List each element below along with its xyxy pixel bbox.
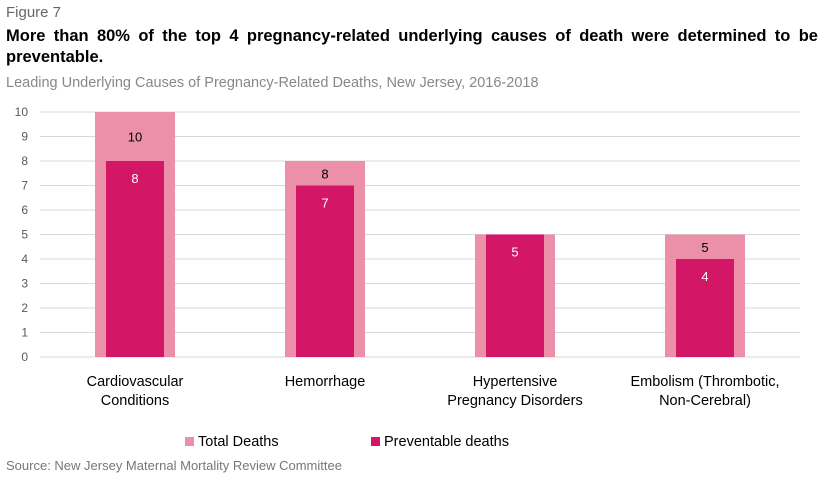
y-tick-label: 3 [21, 277, 28, 291]
data-label-preventable: 5 [511, 245, 518, 260]
y-tick-label: 0 [21, 350, 28, 364]
data-label-total: 5 [701, 240, 708, 255]
y-tick-label: 8 [21, 154, 28, 168]
y-tick-label: 10 [15, 105, 29, 119]
x-category-label: Hemorrhage [285, 374, 366, 390]
y-tick-label: 5 [21, 228, 28, 242]
bar-preventable [296, 185, 354, 357]
data-label-total: 8 [321, 166, 328, 181]
x-category-label: Cardiovascular [87, 374, 184, 390]
x-category-label: Conditions [101, 393, 170, 409]
chart-title: Leading Underlying Causes of Pregnancy-R… [6, 75, 539, 91]
y-tick-label: 9 [21, 130, 28, 144]
x-category-label: Embolism (Thrombotic, [630, 374, 779, 390]
y-tick-label: 2 [21, 301, 28, 315]
y-tick-label: 7 [21, 179, 28, 193]
legend-swatch-preventable [371, 437, 380, 446]
bar-preventable [486, 234, 544, 357]
data-label-total: 10 [128, 130, 142, 145]
x-category-label: Hypertensive [473, 374, 558, 390]
x-category-label: Non-Cerebral) [659, 393, 751, 409]
legend-label-preventable: Preventable deaths [384, 434, 509, 450]
source-note: Source: New Jersey Maternal Mortality Re… [6, 458, 342, 473]
bar-preventable [106, 161, 164, 357]
figure-label: Figure 7 [6, 4, 62, 21]
y-tick-label: 4 [21, 252, 28, 266]
data-label-preventable: 8 [131, 171, 138, 186]
data-label-preventable: 7 [321, 196, 328, 211]
y-tick-label: 6 [21, 203, 28, 217]
legend-label-total: Total Deaths [198, 434, 279, 450]
x-category-label: Pregnancy Disorders [447, 393, 582, 409]
legend-swatch-total [185, 437, 194, 446]
y-tick-label: 1 [21, 326, 28, 340]
bar-preventable [676, 259, 734, 357]
chart-headline: More than 80% of the top 4 pregnancy-rel… [6, 27, 818, 66]
data-label-preventable: 4 [701, 269, 708, 284]
